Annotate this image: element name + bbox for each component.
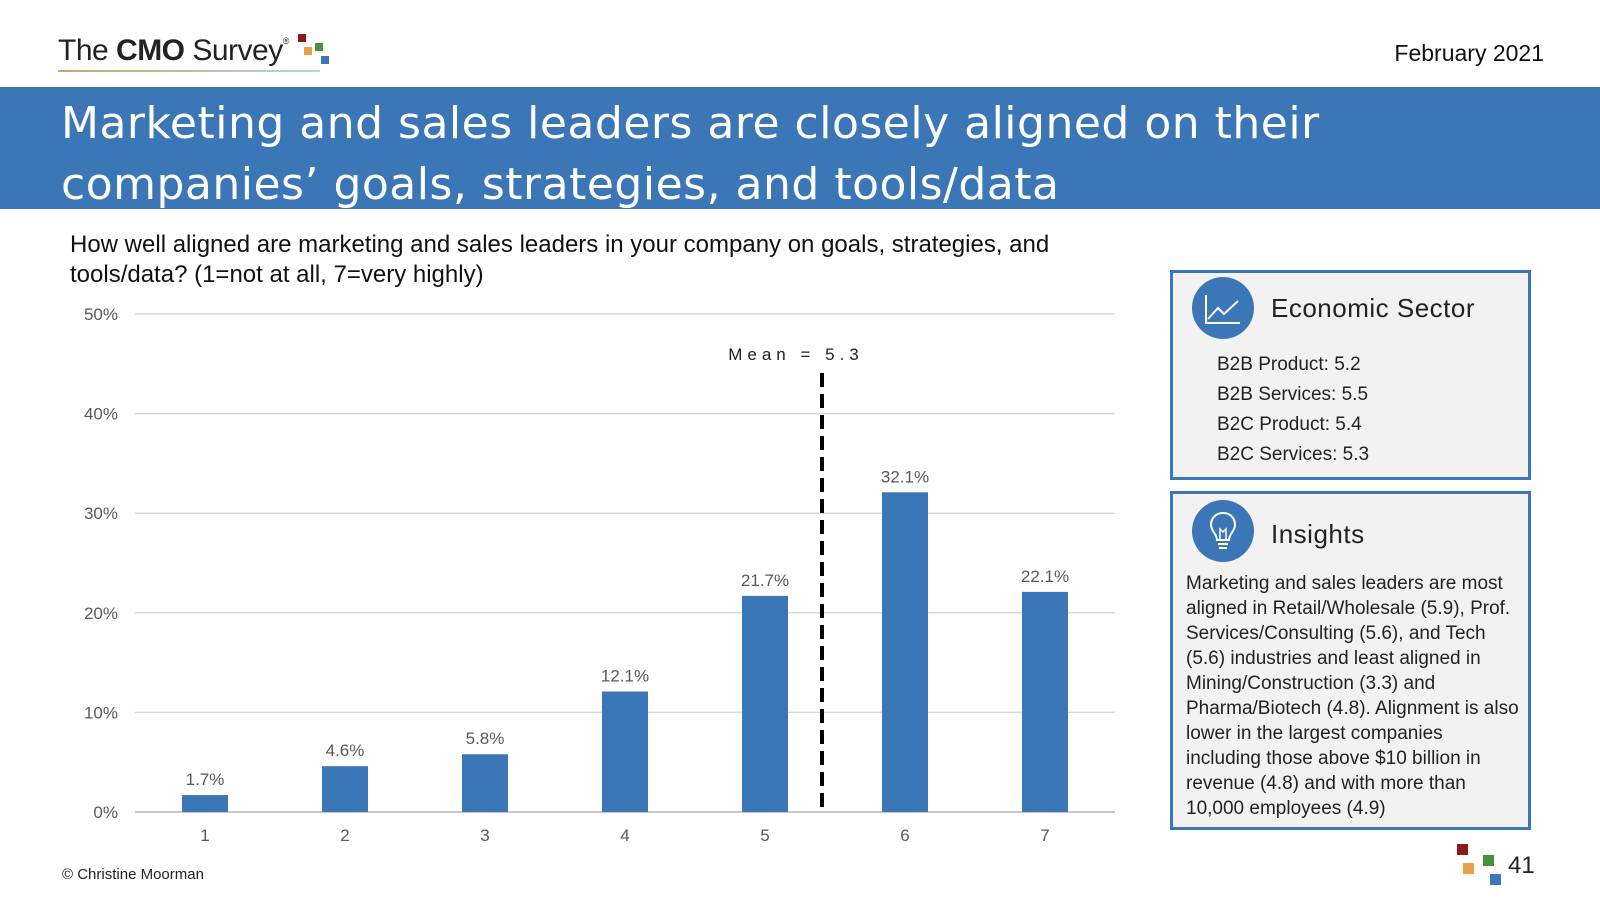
sector-item: B2B Product: 5.2 xyxy=(1217,354,1361,375)
lightbulb-icon xyxy=(1192,500,1254,562)
logo-square-green xyxy=(315,43,323,51)
y-tick-label: 40% xyxy=(84,405,118,424)
footer-square-orange xyxy=(1463,863,1474,874)
logo-square-orange xyxy=(304,47,312,55)
sector-item: B2C Product: 5.4 xyxy=(1217,414,1362,435)
insights-text: Marketing and sales leaders are most ali… xyxy=(1186,573,1519,819)
data-label: 21.7% xyxy=(741,571,789,590)
economic-sector-title: Economic Sector xyxy=(1271,293,1476,323)
y-tick-label: 0% xyxy=(93,803,118,822)
sector-list: B2B Product: 5.2 B2B Services: 5.5 B2C P… xyxy=(1217,350,1369,470)
footer-square-blue xyxy=(1490,874,1501,885)
y-tick-label: 50% xyxy=(84,305,118,324)
copyright: © Christine Moorman xyxy=(62,866,204,883)
bar xyxy=(462,754,508,812)
data-label: 5.8% xyxy=(466,729,505,748)
x-tick-label: 4 xyxy=(620,826,629,845)
slide-title: Marketing and sales leaders are closely … xyxy=(61,98,1320,210)
mean-label: Mean = 5.3 xyxy=(728,345,864,364)
insights-title: Insights xyxy=(1271,519,1365,549)
bar-chart: 0% 10% 20% 30% 40% 50% 1.7% 1 4.6% 2 5.8% 3 12.1% 4 21… xyxy=(84,305,1115,845)
bar xyxy=(882,492,928,812)
logo-square-blue xyxy=(321,56,329,64)
x-tick-label: 2 xyxy=(340,826,349,845)
data-label: 32.1% xyxy=(881,467,929,486)
bar xyxy=(1022,591,1068,812)
report-date: February 2021 xyxy=(1394,40,1544,66)
x-tick-label: 6 xyxy=(900,826,909,845)
economic-sector-panel: Economic Sector B2B Product: 5.2 B2B Ser… xyxy=(1170,270,1531,480)
data-label: 4.6% xyxy=(326,741,365,760)
sector-item: B2B Services: 5.5 xyxy=(1217,384,1369,405)
y-tick-label: 30% xyxy=(84,504,118,523)
sector-item: B2C Services: 5.3 xyxy=(1217,444,1370,465)
y-tick-label: 20% xyxy=(84,604,118,623)
insights-panel: Insights Marketing and sales leaders are… xyxy=(1170,491,1531,830)
x-tick-label: 7 xyxy=(1040,826,1049,845)
bar xyxy=(742,595,788,812)
footer-square-green xyxy=(1483,855,1494,866)
data-label: 12.1% xyxy=(601,666,649,685)
page-number: 41 xyxy=(1508,852,1535,879)
x-tick-label: 3 xyxy=(480,826,489,845)
data-label: 22.1% xyxy=(1021,567,1069,586)
bar xyxy=(602,691,648,812)
logo-square-red xyxy=(298,34,306,42)
survey-question: How well aligned are marketing and sales… xyxy=(70,231,1050,288)
footer-square-red xyxy=(1457,844,1468,855)
data-label: 1.7% xyxy=(186,770,225,789)
logo-text: The CMO Survey® xyxy=(58,34,289,67)
x-tick-label: 5 xyxy=(760,826,769,845)
logo-underline xyxy=(58,70,320,72)
bar xyxy=(322,766,368,812)
bar xyxy=(182,795,228,812)
line-chart-icon xyxy=(1192,277,1254,339)
y-tick-label: 10% xyxy=(84,703,118,722)
title-banner: Marketing and sales leaders are closely … xyxy=(0,87,1600,210)
x-tick-label: 1 xyxy=(200,826,209,845)
